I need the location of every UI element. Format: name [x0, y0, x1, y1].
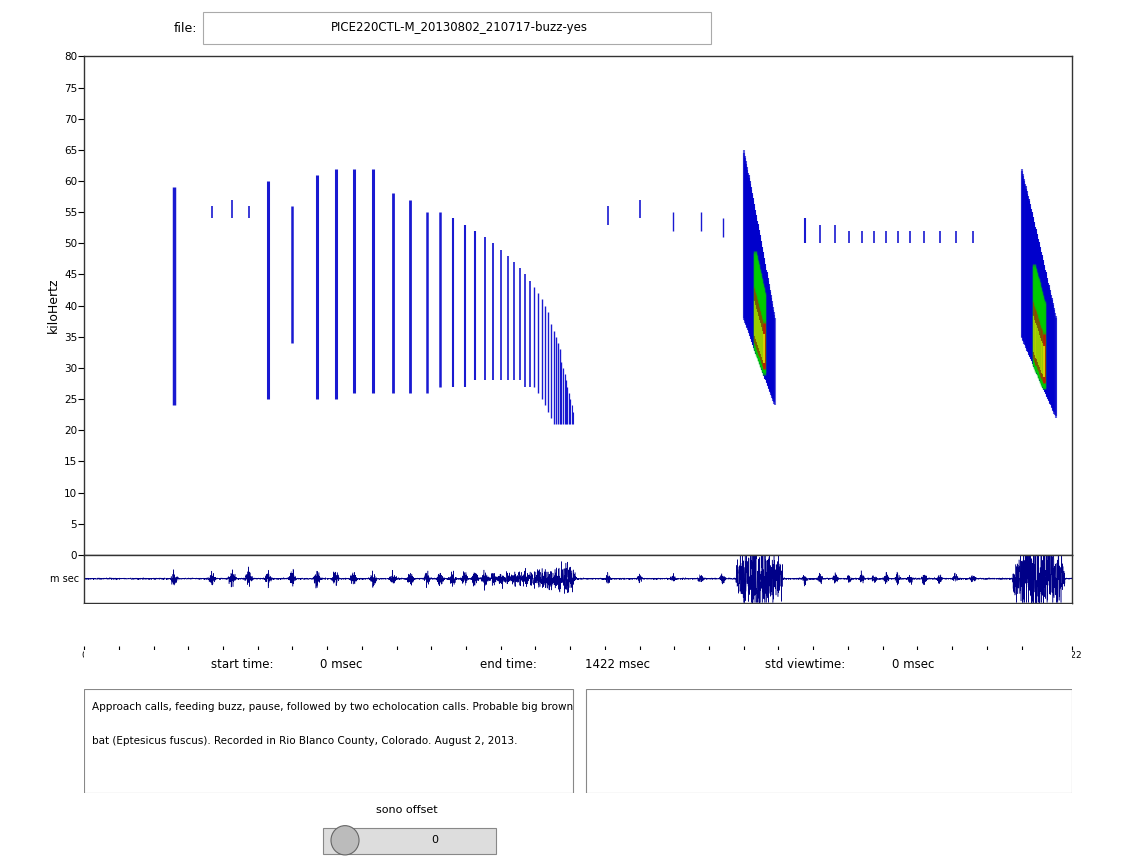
Text: 0 msec: 0 msec [892, 658, 935, 670]
FancyBboxPatch shape [586, 689, 1072, 793]
FancyBboxPatch shape [203, 12, 711, 43]
Text: m sec: m sec [50, 574, 80, 583]
Ellipse shape [331, 825, 359, 855]
FancyBboxPatch shape [323, 829, 496, 854]
Text: start time:: start time: [211, 658, 274, 670]
Y-axis label: kiloHertz: kiloHertz [47, 277, 59, 334]
Text: PICE220CTL-M_20130802_210717-buzz-yes: PICE220CTL-M_20130802_210717-buzz-yes [331, 21, 588, 34]
Text: end time:: end time: [480, 658, 537, 670]
Text: 0: 0 [431, 835, 439, 845]
FancyBboxPatch shape [84, 689, 573, 793]
Text: std viewtime:: std viewtime: [765, 658, 845, 670]
Text: 1422 msec: 1422 msec [585, 658, 650, 670]
Text: file:: file: [174, 22, 197, 35]
Text: bat (Eptesicus fuscus). Recorded in Rio Blanco County, Colorado. August 2, 2013.: bat (Eptesicus fuscus). Recorded in Rio … [92, 736, 517, 746]
Text: Approach calls, feeding buzz, pause, followed by two echolocation calls. Probabl: Approach calls, feeding buzz, pause, fol… [92, 701, 573, 712]
Text: 0 msec: 0 msec [320, 658, 362, 670]
Text: sono offset: sono offset [376, 805, 438, 815]
